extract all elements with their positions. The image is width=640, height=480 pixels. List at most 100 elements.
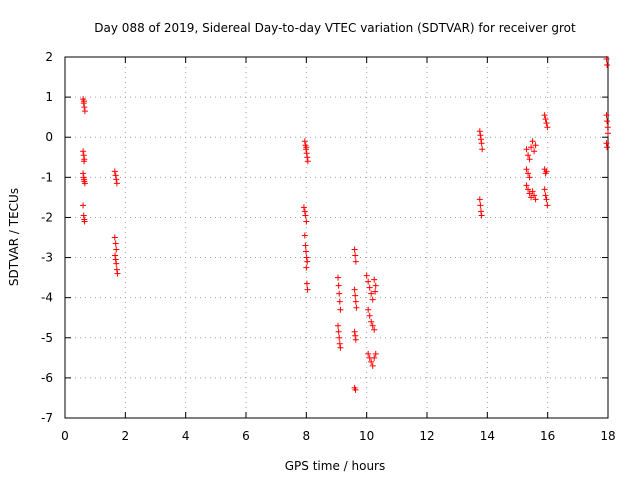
data-point [477,208,484,215]
data-point [366,312,373,319]
data-point [352,386,359,393]
data-point [526,174,533,181]
data-point [304,286,311,293]
data-point [542,192,549,199]
x-tick-label: 8 [303,429,311,443]
y-axis-label: SDTVAR / TECUs [7,188,21,286]
y-tick-label: -2 [41,210,53,224]
data-point [529,188,536,195]
data-point [111,234,118,241]
data-point [365,350,372,357]
data-point [371,276,378,283]
data-point [81,98,88,105]
chart-title: Day 088 of 2019, Sidereal Day-to-day VTE… [94,21,576,35]
y-tick-label: -3 [41,251,53,265]
data-point [80,170,87,177]
y-tick-label: -7 [41,411,53,425]
data-point [336,340,343,347]
data-point [81,180,88,187]
data-point [523,182,530,189]
data-point [476,128,483,135]
data-point [604,124,611,131]
data-point [81,104,88,111]
data-point [114,270,121,277]
data-point [528,194,535,201]
data-point [531,192,538,199]
data-point [337,306,344,313]
x-tick-label: 16 [540,429,555,443]
data-point [532,142,539,149]
data-point [363,272,370,279]
data-point [372,282,379,289]
data-point [113,260,120,267]
data-point [351,328,358,335]
data-point [532,196,539,203]
data-point [369,296,376,303]
data-point [112,172,119,179]
data-point [81,158,88,165]
x-tick-label: 10 [359,429,374,443]
data-point [303,144,310,151]
data-point [112,252,119,259]
data-point [352,292,359,299]
data-point [335,282,342,289]
data-point [478,212,485,219]
x-tick-label: 12 [419,429,434,443]
data-point [477,202,484,209]
data-point [368,318,375,325]
data-point [477,136,484,143]
data-point [303,254,310,261]
data-point [541,112,548,119]
x-tick-label: 18 [600,429,615,443]
data-point [80,148,87,155]
data-point [531,148,538,155]
data-point [303,150,310,157]
data-point [113,180,120,187]
x-tick-label: 4 [182,429,190,443]
data-point [353,304,360,311]
data-point [604,144,611,151]
data-point [372,350,379,357]
data-point [476,196,483,203]
data-point [529,138,536,145]
data-point [302,242,309,249]
data-point [604,118,611,125]
data-point [369,322,376,329]
data-point [544,202,551,209]
data-point [335,274,342,281]
data-point [352,332,359,339]
y-tick-label: -1 [41,170,53,184]
axis-ticks [64,56,609,419]
data-point [304,154,311,161]
data-point [303,264,310,271]
data-point [80,202,87,209]
data-point [113,176,120,183]
data-point [352,252,359,259]
data-point [528,144,535,151]
data-point [543,120,550,127]
data-point [372,288,379,295]
plot-frame [64,56,609,419]
data-point [303,280,310,287]
data-point [112,240,119,247]
data-point [301,208,308,215]
data-point [336,334,343,341]
data-point [365,306,372,313]
data-point [478,140,485,147]
data-point [300,204,307,211]
data-point [542,116,549,123]
data-point [337,344,344,351]
data-point [603,56,610,63]
y-tick-label: -6 [41,371,53,385]
data-point [369,362,376,369]
data-point [544,124,551,131]
data-point [336,298,343,305]
data-point [351,286,358,293]
data-point [526,190,533,197]
x-tick-label: 6 [242,429,250,443]
data-point [605,130,611,137]
data-points [80,56,611,393]
data-point [526,156,533,163]
